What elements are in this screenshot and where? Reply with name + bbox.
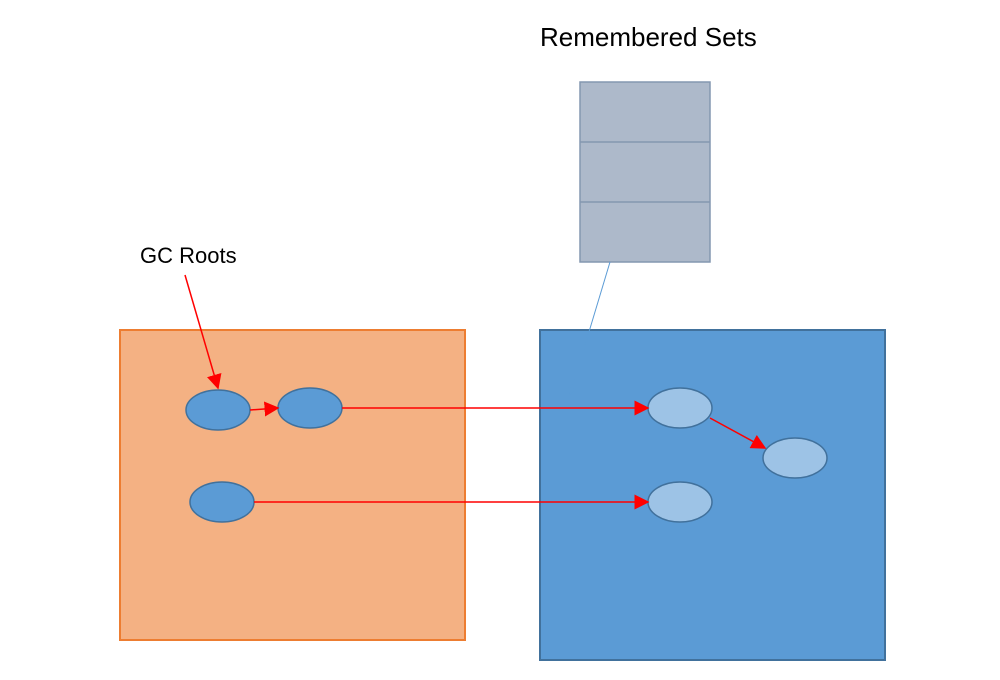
arrow-gc-to-node: [185, 275, 218, 388]
node-left-c: [190, 482, 254, 522]
diagram-stage: Remembered Sets GC Roots: [0, 0, 1000, 680]
right-region-box: [540, 330, 885, 660]
node-right-c: [648, 482, 712, 522]
node-left-b: [278, 388, 342, 428]
node-right-b: [763, 438, 827, 478]
arrow-left-a-to-left-b: [250, 408, 278, 410]
remembered-sets-table: [580, 82, 710, 262]
arrow-right-a-to-right-b: [710, 418, 765, 448]
node-right-a: [648, 388, 712, 428]
title-remembered-sets: Remembered Sets: [540, 22, 757, 53]
arrow-rs-to-right-region: [570, 262, 610, 395]
left-region-box: [120, 330, 465, 640]
node-left-a: [186, 390, 250, 430]
diagram-svg: [0, 0, 1000, 680]
label-gc-roots: GC Roots: [140, 243, 237, 269]
